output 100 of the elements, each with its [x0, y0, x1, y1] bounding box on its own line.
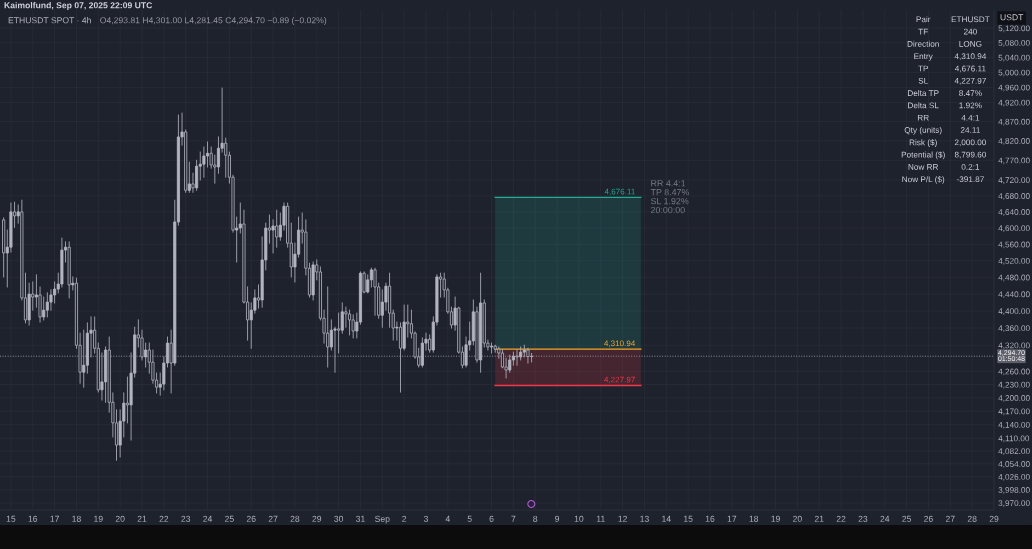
x-tick-label: 27: [945, 515, 955, 522]
y-tick-label: 4,170.00: [998, 408, 1030, 416]
x-tick-label: Sep: [375, 515, 390, 524]
y-tick-label: 4,680.00: [998, 193, 1030, 200]
x-tick-label: 4: [445, 515, 450, 522]
annotation: -391.87: [956, 176, 984, 183]
candlestick: [515, 349, 519, 366]
y-tick-label: 4,480.00: [998, 274, 1030, 282]
x-tick-label: 20: [115, 515, 125, 522]
annotation: 24.11: [960, 127, 980, 133]
x-tick-label: 24: [880, 515, 890, 522]
annotation: Delta SL: [908, 102, 939, 109]
y-tick-label: 5,080.00: [998, 40, 1030, 47]
x-tick-label: 29: [989, 515, 999, 522]
y-tick-label: 5,040.00: [998, 54, 1030, 62]
y-tick-label: 4,320.00: [998, 342, 1030, 350]
y-tick-label: 4,960.00: [998, 84, 1030, 92]
annotation: TP: [918, 65, 928, 72]
x-tick-label: 17: [727, 515, 737, 522]
annotation: SL: [918, 77, 928, 84]
x-tick-label: 22: [159, 515, 169, 522]
x-tick-label: 5: [467, 515, 472, 522]
x-tick-label: 19: [94, 515, 103, 522]
x-tick-label: 12: [618, 515, 627, 522]
x-tick-label: 10: [574, 515, 584, 522]
x-tick-label: 16: [705, 515, 715, 522]
y-tick-label: 4,870.00: [998, 118, 1030, 126]
y-tick-label: 4,640.00: [998, 209, 1030, 216]
annotation: 8,799.60: [954, 151, 987, 159]
series-label: 4,310.94: [604, 340, 636, 348]
x-tick-label: 18: [72, 515, 81, 522]
y-tick-label: 4,520.00: [998, 258, 1030, 265]
y-tick-label: 4,720.00: [998, 177, 1030, 184]
candlestick: [526, 347, 530, 364]
candlestick: [420, 337, 424, 368]
text: O4,293.81 H4,301.00 L4,281.45 C4,294.70 −0.89 (−0.02%): [100, 16, 327, 26]
y-tick-label: 4,360.00: [998, 325, 1030, 333]
annotation: 0.2:1: [961, 164, 980, 170]
x-tick-label: 29: [312, 515, 322, 522]
annotation: Qty (units): [904, 126, 942, 135]
x-tick-label: 24: [203, 515, 213, 522]
x-tick-label: 8: [533, 515, 538, 522]
annotation: Pair: [916, 16, 931, 23]
annotation: 2,000.00: [954, 139, 987, 147]
annotation: Delta TP: [908, 89, 939, 96]
x-tick-label: 30: [334, 515, 344, 522]
candlestick: [195, 159, 199, 191]
candlestick: [347, 309, 352, 336]
x-tick-label: 26: [246, 515, 256, 522]
x-tick-label: 7: [511, 515, 516, 522]
x-tick-label: 28: [967, 515, 977, 522]
annotation: 240: [963, 28, 977, 35]
y-tick-label: 4,140.00: [998, 421, 1030, 429]
candlestick: [42, 296, 46, 321]
candlestick: [522, 344, 526, 358]
x-tick-label: 25: [902, 515, 912, 522]
x-tick-label: 21: [137, 515, 147, 522]
candlestick: [45, 292, 49, 318]
annotation: 4,227.97: [954, 77, 986, 85]
annotation: Potential ($): [901, 151, 945, 160]
y-tick-label: 3,970.00: [998, 500, 1030, 507]
x-tick-label: 9: [555, 515, 560, 522]
annotation: 4,676.11: [954, 65, 986, 73]
text: ETHUSDT SPOT · 4h: [8, 16, 91, 24]
x-tick-label: 31: [356, 515, 365, 522]
series-label: 4,676.11: [604, 188, 635, 196]
y-tick-label: 4,560.00: [998, 241, 1030, 249]
x-tick-label: 13: [640, 515, 649, 522]
annotation: Kaimolfund, Sep 07, 2025 22:09 UTC: [4, 1, 153, 11]
x-tick-label: 3: [423, 515, 429, 522]
y-tick-label: 4,600.00: [998, 225, 1030, 233]
candlestick: [530, 353, 534, 363]
x-tick-label: 2: [402, 515, 407, 522]
annotation: Now P/L ($): [902, 176, 945, 184]
x-tick-label: 23: [181, 515, 191, 522]
x-tick-label: 17: [50, 515, 59, 522]
annotation: Risk ($): [909, 139, 937, 147]
series-label: 4,227.97: [604, 376, 635, 384]
x-tick-label: 18: [749, 515, 759, 522]
y-tick-label: 5,000.00: [998, 69, 1030, 77]
y-tick-label: 4,026.00: [998, 474, 1030, 481]
x-tick-label: 15: [6, 515, 16, 522]
x-tick-label: 26: [924, 515, 933, 522]
annotation: 4,310.94: [954, 53, 987, 61]
x-tick-label: 27: [268, 515, 278, 522]
annotation: ETHUSDT: [951, 16, 990, 23]
annotation: Entry: [914, 53, 933, 61]
x-tick-label: 19: [771, 515, 780, 522]
x-tick-label: 25: [225, 515, 234, 522]
y-tick-label: 4,820.00: [998, 138, 1030, 145]
x-tick-label: 23: [858, 515, 868, 522]
annotation: LONG: [959, 41, 982, 47]
y-tick-label: 5,120.00: [998, 25, 1030, 33]
y-tick-label: 4,200.00: [998, 395, 1030, 402]
annotation: RR: [917, 114, 929, 121]
x-tick-label: 20: [793, 515, 802, 522]
annotation: TF: [918, 28, 928, 35]
y-tick-label: 4,230.00: [998, 381, 1030, 389]
y-tick-label: 4,082.00: [998, 448, 1030, 456]
x-tick-label: 21: [814, 515, 824, 522]
